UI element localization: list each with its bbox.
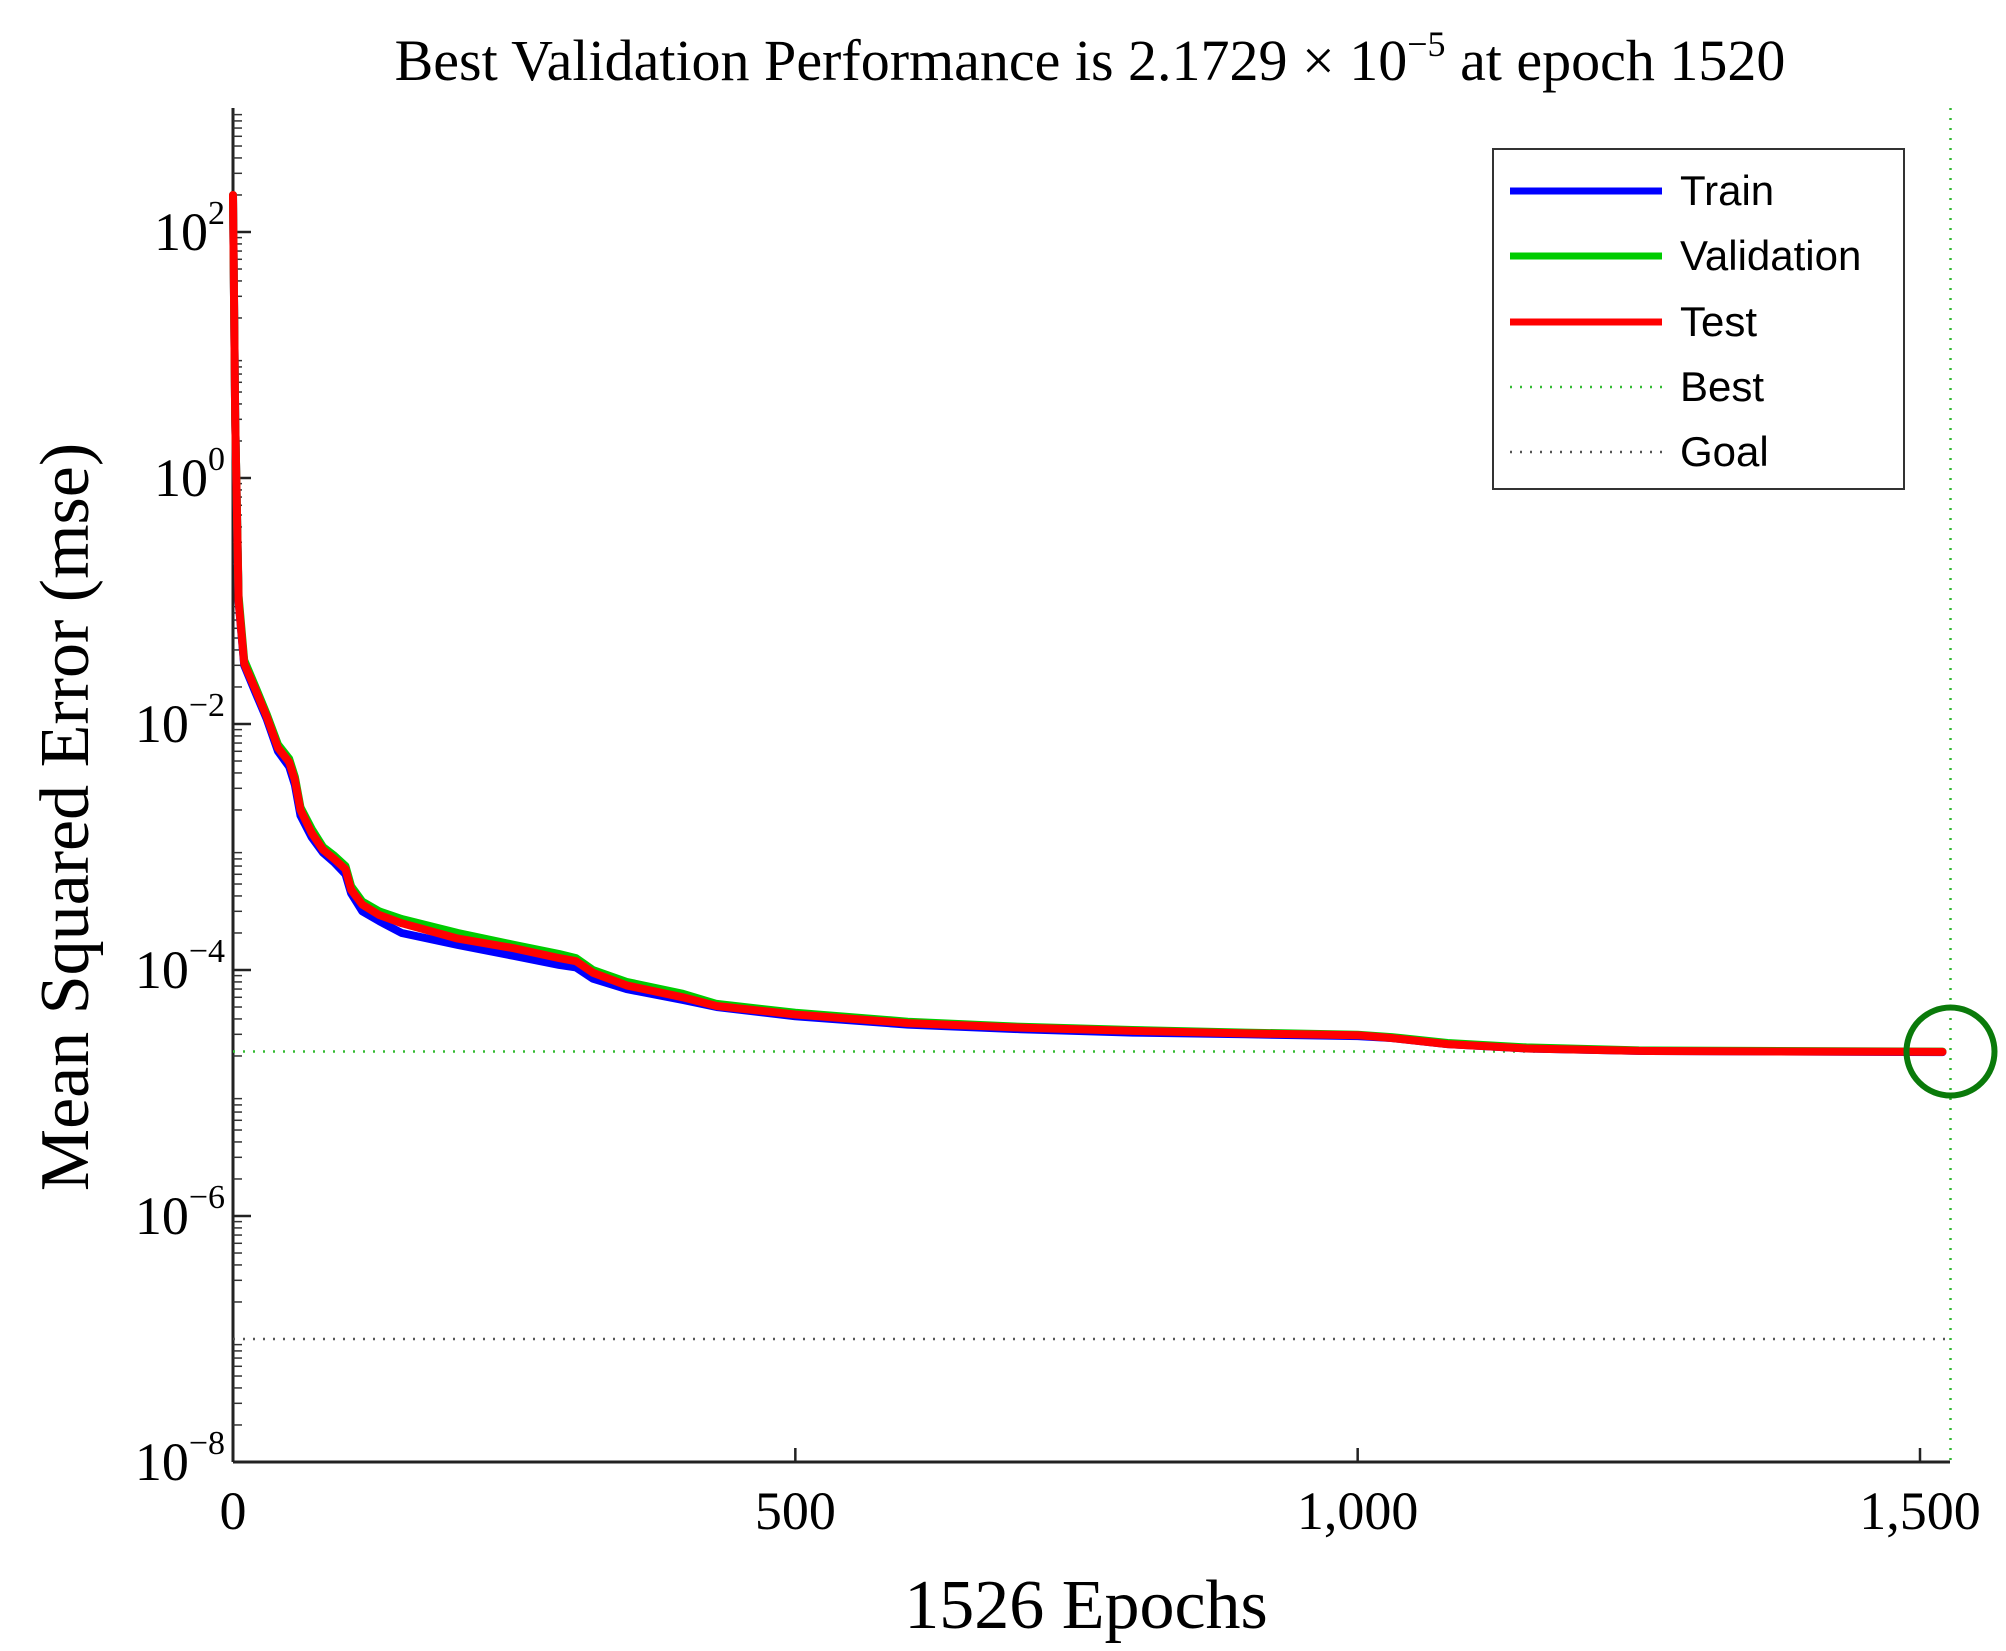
x-axis-label: 1526 Epochs — [904, 1567, 1268, 1644]
y-tick-label: 102 — [154, 195, 225, 262]
best-marker-group — [1903, 1004, 1998, 1099]
legend-label-test: Test — [1680, 298, 1757, 345]
x-tick-label: 1,500 — [1859, 1481, 1981, 1541]
y-tick-label: 100 — [154, 441, 225, 508]
legend-label-validation: Validation — [1680, 232, 1861, 279]
axes: 102 100 10−2 10−4 10−6 10−80 500 1,000 1,500 — [135, 108, 1981, 1541]
legend-label-train: Train — [1680, 167, 1774, 214]
legend-label-best: Best — [1680, 363, 1764, 410]
series-line-test — [229, 191, 1947, 1056]
chart-title-prefix: Best Validation Performance is 2.1729 × … — [395, 28, 1408, 93]
y-tick-label: 10−2 — [135, 687, 225, 754]
chart-title-exponent: −5 — [1407, 24, 1445, 64]
legend-label-goal: Goal — [1680, 428, 1769, 475]
y-tick-label: 10−8 — [135, 1425, 225, 1492]
chart-title: Best Validation Performance is 2.1729 × … — [395, 24, 1786, 93]
y-axis-label: Mean Squared Error (mse) — [27, 443, 104, 1191]
x-tick-label: 500 — [755, 1481, 836, 1541]
x-tick-label: 1,000 — [1297, 1481, 1419, 1541]
legend: Train Validation Test Best Goal — [1492, 148, 1905, 490]
chart-title-suffix: at epoch 1520 — [1446, 28, 1786, 93]
y-tick-label: 10−4 — [135, 933, 225, 1000]
x-tick-label: 0 — [220, 1481, 247, 1541]
y-tick-label: 10−6 — [135, 1179, 225, 1246]
best-epoch-marker — [1903, 1004, 1998, 1099]
series-lines — [229, 191, 1947, 1057]
